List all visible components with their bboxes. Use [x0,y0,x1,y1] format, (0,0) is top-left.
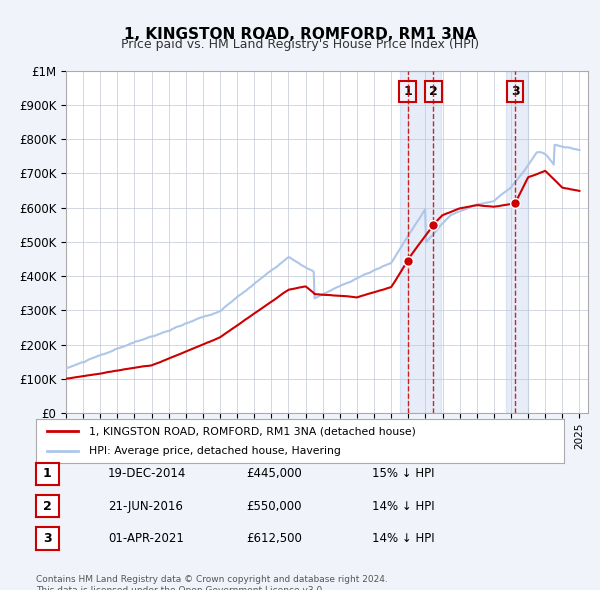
Text: 1, KINGSTON ROAD, ROMFORD, RM1 3NA: 1, KINGSTON ROAD, ROMFORD, RM1 3NA [124,27,476,41]
Text: £612,500: £612,500 [246,532,302,545]
Text: 2: 2 [43,500,52,513]
Bar [506,71,528,413]
Text: 1, KINGSTON ROAD, ROMFORD, RM1 3NA (detached house): 1, KINGSTON ROAD, ROMFORD, RM1 3NA (deta… [89,427,416,436]
Text: HPI: Average price, detached house, Havering: HPI: Average price, detached house, Have… [89,446,341,455]
Text: Price paid vs. HM Land Registry's House Price Index (HPI): Price paid vs. HM Land Registry's House … [121,38,479,51]
Text: 15% ↓ HPI: 15% ↓ HPI [372,467,434,480]
Text: 1: 1 [403,85,412,98]
Text: 3: 3 [511,85,520,98]
Text: £550,000: £550,000 [246,500,302,513]
Text: 14% ↓ HPI: 14% ↓ HPI [372,532,434,545]
Text: £445,000: £445,000 [246,467,302,480]
Bar [400,71,441,413]
Text: 19-DEC-2014: 19-DEC-2014 [108,467,187,480]
Text: 14% ↓ HPI: 14% ↓ HPI [372,500,434,513]
Text: 2: 2 [429,85,438,98]
Text: Contains HM Land Registry data © Crown copyright and database right 2024.
This d: Contains HM Land Registry data © Crown c… [36,575,388,590]
Text: 1: 1 [43,467,52,480]
Text: 3: 3 [43,532,52,545]
Text: 01-APR-2021: 01-APR-2021 [108,532,184,545]
Text: 21-JUN-2016: 21-JUN-2016 [108,500,183,513]
